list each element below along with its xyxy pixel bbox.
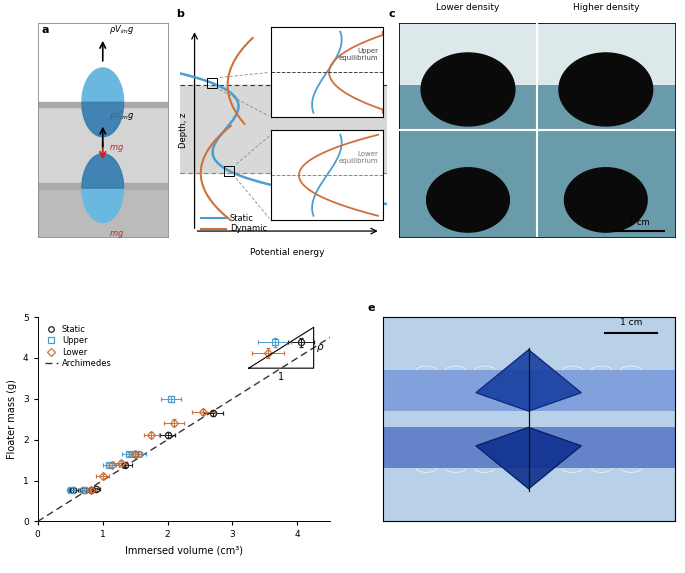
Polygon shape	[82, 154, 123, 222]
Bar	[224, 166, 234, 176]
Polygon shape	[427, 168, 510, 232]
Polygon shape	[476, 427, 581, 489]
Text: c: c	[388, 9, 395, 19]
Text: $mg$: $mg$	[110, 229, 125, 240]
Bar	[38, 23, 168, 104]
Bar	[382, 427, 675, 468]
X-axis label: Immersed volume (cm³): Immersed volume (cm³)	[125, 545, 242, 555]
Bar	[399, 23, 537, 130]
Text: Lower density: Lower density	[436, 3, 499, 12]
Bar	[38, 102, 168, 107]
Bar	[38, 183, 168, 189]
Y-axis label: Floater mass (g): Floater mass (g)	[8, 379, 17, 459]
Polygon shape	[559, 53, 653, 126]
Bar	[382, 370, 675, 411]
Text: $mg$: $mg$	[110, 143, 125, 154]
Text: Static: Static	[229, 214, 253, 223]
Text: a: a	[42, 25, 49, 35]
Bar	[399, 130, 537, 237]
Text: 1 cm: 1 cm	[629, 218, 649, 227]
Bar	[537, 23, 675, 130]
Polygon shape	[421, 53, 515, 126]
Text: Dynamic: Dynamic	[229, 225, 267, 233]
Bar	[399, 85, 537, 130]
Bar	[38, 186, 168, 237]
Polygon shape	[564, 168, 647, 232]
Text: Depth, z: Depth, z	[179, 112, 188, 148]
Text: e: e	[368, 303, 375, 313]
Text: b: b	[176, 9, 184, 19]
Text: 1: 1	[278, 372, 284, 382]
Bar	[38, 104, 168, 186]
Bar	[180, 85, 387, 173]
Bar	[207, 77, 217, 88]
Legend: Static, Upper, Lower, Archimedes: Static, Upper, Lower, Archimedes	[42, 321, 115, 371]
Polygon shape	[82, 103, 123, 136]
Text: $\rho$: $\rho$	[316, 342, 324, 354]
Polygon shape	[476, 350, 581, 411]
Text: $\rho V_{im}g$: $\rho V_{im}g$	[110, 109, 135, 121]
Text: Potential energy: Potential energy	[250, 248, 325, 257]
Text: $\rho V_{im}g$: $\rho V_{im}g$	[110, 23, 135, 36]
Bar	[537, 130, 675, 237]
Text: Higher density: Higher density	[573, 3, 639, 12]
Polygon shape	[82, 68, 123, 136]
Bar	[537, 85, 675, 130]
Text: 1 cm: 1 cm	[620, 318, 642, 327]
Polygon shape	[82, 154, 123, 188]
